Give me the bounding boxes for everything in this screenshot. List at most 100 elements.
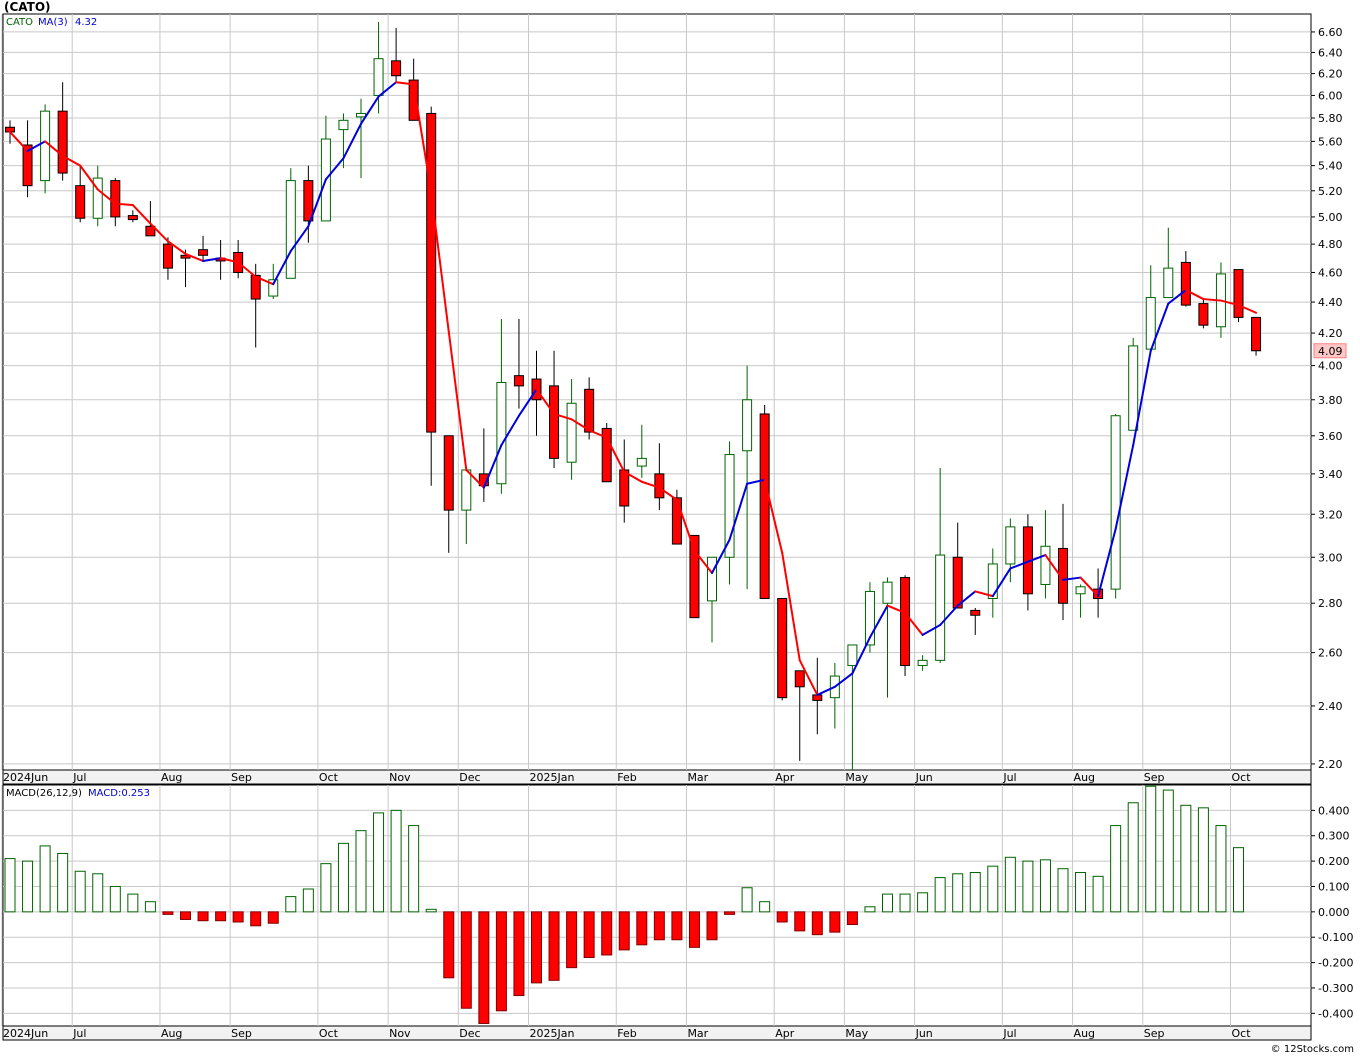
ma-line-segment xyxy=(465,468,485,489)
candle-body xyxy=(707,556,717,602)
macd-bar xyxy=(39,845,51,913)
price-x-tick-label: 2025Jan xyxy=(530,771,575,784)
macd-bar xyxy=(92,873,104,913)
candle-body xyxy=(75,185,86,219)
ma-line-segment xyxy=(1079,576,1100,598)
candle-body xyxy=(303,180,314,222)
price-x-tick-label: Sep xyxy=(231,771,252,784)
ma-line-segment xyxy=(570,418,591,432)
macd-y-tick-label: -0.200 xyxy=(1318,957,1353,970)
price-x-tick-label: Nov xyxy=(389,771,411,784)
ma-line-segment xyxy=(360,95,380,125)
price-x-tick-label: Oct xyxy=(319,771,339,784)
macd-bar xyxy=(232,911,244,923)
candle-body xyxy=(952,556,963,609)
macd-date-axis xyxy=(2,1025,1312,1041)
last-price-box xyxy=(1313,343,1347,359)
candle-body xyxy=(724,454,735,558)
candle-body xyxy=(900,577,911,667)
candle-body xyxy=(373,58,384,96)
macd-bar xyxy=(759,901,771,913)
macd-bar xyxy=(4,858,16,913)
ma-line-segment xyxy=(412,83,433,194)
price-legend-ma-value: 4.32 xyxy=(75,17,97,28)
candle-body xyxy=(391,60,402,77)
candle-body xyxy=(847,644,858,667)
macd-x-tick-label: Aug xyxy=(161,1027,182,1040)
macd-x-tick-label: Oct xyxy=(1232,1027,1252,1040)
price-y-tick-label: 5.60 xyxy=(1318,135,1343,148)
ma-line-segment xyxy=(693,549,713,574)
price-x-tick-label: Aug xyxy=(1074,771,1095,784)
candle-body xyxy=(268,279,279,297)
macd-bar xyxy=(320,863,332,913)
price-x-tick-label: Jul xyxy=(72,771,86,784)
candle-body xyxy=(40,110,51,182)
price-y-tick-label: 6.20 xyxy=(1318,68,1343,81)
candle-body xyxy=(671,497,682,545)
candle-body xyxy=(1163,267,1174,299)
candle-body xyxy=(461,469,472,511)
ma-line-segment xyxy=(184,252,205,262)
ma-line-segment xyxy=(816,685,836,696)
price-y-tick-label: 2.20 xyxy=(1318,758,1343,771)
macd-bar xyxy=(1110,825,1122,913)
macd-bar xyxy=(425,908,437,913)
candle-body xyxy=(759,413,770,599)
candle-body xyxy=(777,597,788,699)
candle-body xyxy=(1198,303,1209,326)
ma-line-segment xyxy=(1202,298,1222,302)
price-x-tick-label: Sep xyxy=(1144,771,1165,784)
macd-bar xyxy=(1092,875,1104,913)
candle-body xyxy=(285,180,296,279)
macd-y-tick-label: 0.300 xyxy=(1318,830,1350,843)
ma-line-segment xyxy=(430,191,450,333)
candle-body xyxy=(549,385,560,459)
candle-body xyxy=(162,243,173,269)
ma-line-segment xyxy=(535,388,556,415)
macd-bar xyxy=(618,911,630,951)
candle-body xyxy=(1180,261,1191,306)
candle-body xyxy=(22,144,33,187)
candle-body xyxy=(742,399,753,452)
macd-bar xyxy=(460,911,472,1009)
macd-y-tick-label: -0.100 xyxy=(1318,931,1353,944)
candle-body xyxy=(408,79,419,121)
price-legend-symbol: CATO xyxy=(6,17,33,28)
ma-line-segment xyxy=(482,444,503,489)
candle-body xyxy=(198,249,209,256)
macd-bar xyxy=(302,888,314,913)
macd-bar xyxy=(987,865,999,913)
candle-body xyxy=(1128,345,1139,431)
macd-bar xyxy=(495,911,507,1012)
ma-line-segment xyxy=(939,604,959,627)
macd-bar xyxy=(57,852,69,913)
macd-bar xyxy=(671,911,683,941)
macd-bar xyxy=(583,911,595,959)
price-y-tick-label: 4.40 xyxy=(1318,296,1343,309)
ma-line-segment xyxy=(1219,299,1240,307)
ma-line-segment xyxy=(342,122,362,160)
candle-body xyxy=(1075,586,1086,595)
macd-bar xyxy=(513,911,525,997)
macd-bar xyxy=(250,911,262,927)
macd-bar xyxy=(741,887,753,913)
ma-line-segment xyxy=(1132,349,1152,447)
ma-line-segment xyxy=(851,636,871,675)
price-x-tick-label: Oct xyxy=(1232,771,1252,784)
candle-body xyxy=(970,609,981,616)
macd-y-tick-label: 0.000 xyxy=(1318,906,1350,919)
ma-line-segment xyxy=(44,140,64,157)
macd-bar xyxy=(337,842,349,913)
price-y-tick-label: 2.60 xyxy=(1318,647,1343,660)
ma-line-segment xyxy=(26,140,47,152)
ma-line-segment xyxy=(991,567,1012,598)
ma-line-segment xyxy=(711,538,731,574)
macd-bar xyxy=(917,892,929,913)
price-y-tick-label: 4.80 xyxy=(1318,238,1343,251)
macd-bar xyxy=(882,893,893,913)
candle-body xyxy=(250,274,261,300)
price-y-tick-label: 3.00 xyxy=(1318,551,1343,564)
macd-x-tick-label: 2024Jun xyxy=(3,1027,48,1040)
price-y-tick-label: 3.60 xyxy=(1318,430,1343,443)
